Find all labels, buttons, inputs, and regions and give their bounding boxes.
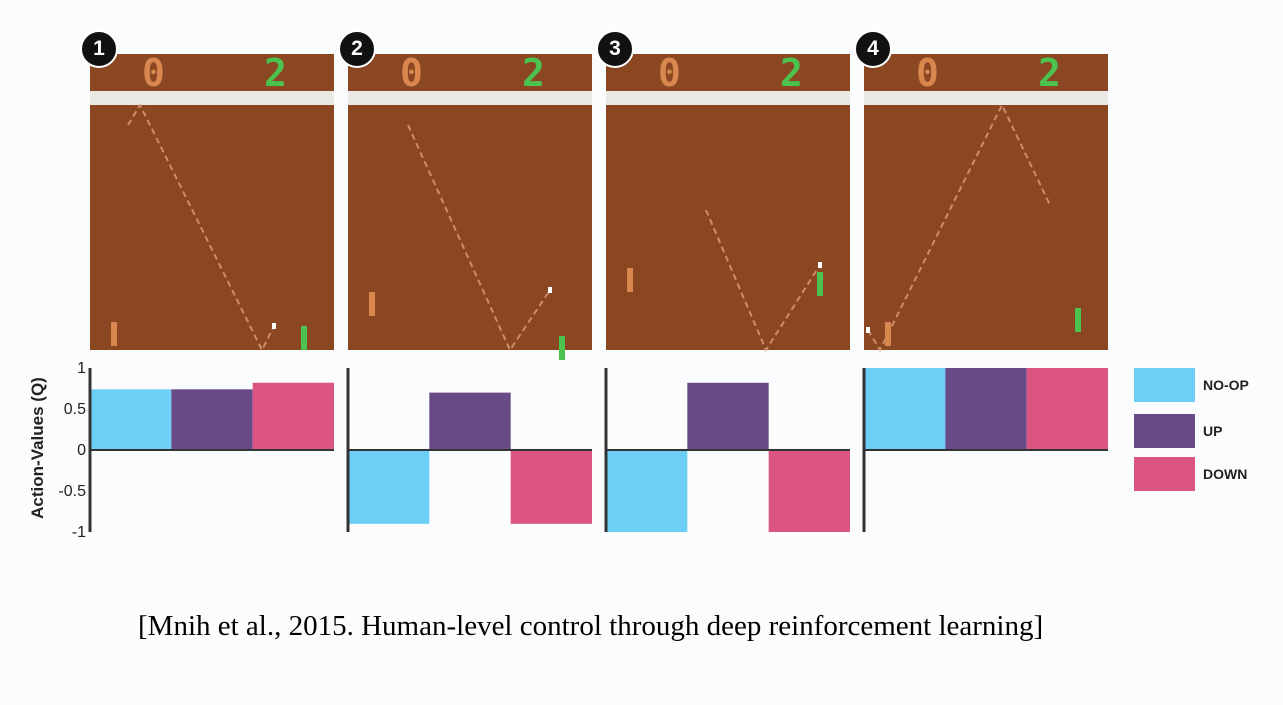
ball [818, 262, 822, 268]
bar-down [510, 450, 592, 524]
ball [866, 327, 870, 333]
score-right: 2 [264, 51, 287, 95]
citation: [Mnih et al., 2015. Human-level control … [138, 610, 1044, 642]
ball-trail [867, 102, 1051, 353]
y-tick: 1 [77, 360, 86, 377]
legend-swatch-up [1134, 414, 1195, 448]
bar-up [945, 368, 1027, 450]
pong-frame-4 [864, 54, 1108, 353]
y-tick: -1 [71, 524, 86, 541]
bar-no-op [864, 368, 946, 450]
score-left: 0 [916, 51, 939, 95]
legend-swatch-noop [1134, 368, 1195, 402]
bar-down [252, 382, 334, 450]
right-paddle [301, 326, 307, 350]
right-paddle [559, 336, 565, 360]
score-left: 0 [400, 51, 423, 95]
panel-badge: 4 [854, 30, 892, 68]
ball-trail [407, 124, 551, 353]
q-chart-3 [604, 368, 850, 532]
q-chart-2 [346, 368, 592, 532]
top-wall [864, 91, 1108, 105]
bar-up [429, 392, 511, 450]
score-right: 2 [780, 51, 803, 95]
score-right: 2 [522, 51, 545, 95]
bar-up [171, 389, 253, 450]
q-chart-4 [862, 368, 1108, 532]
bar-down [768, 450, 850, 532]
panel-badge: 2 [338, 30, 376, 68]
bar-up [687, 382, 769, 450]
legend-swatch-down [1134, 457, 1195, 491]
ball-trail [127, 102, 275, 353]
bar-no-op [606, 450, 688, 532]
score-left: 0 [142, 51, 165, 95]
right-paddle [817, 272, 823, 296]
panel-badge: 3 [596, 30, 634, 68]
legend-label-down: DOWN [1203, 466, 1248, 482]
left-paddle [627, 268, 633, 292]
top-wall [90, 91, 334, 105]
y-tick: -0.5 [58, 483, 86, 500]
score-right: 2 [1038, 51, 1061, 95]
left-paddle [885, 322, 891, 346]
pong-frames [90, 54, 1108, 360]
right-paddle [1075, 308, 1081, 332]
ball-trail [705, 209, 821, 353]
bar-no-op [348, 450, 430, 524]
panel-badge: 1 [80, 30, 118, 68]
q-chart-1 [88, 368, 334, 532]
pong-frame-2 [348, 54, 592, 360]
legend-label-up: UP [1203, 423, 1223, 439]
pong-frame-3 [606, 54, 850, 353]
bar-down [1026, 368, 1108, 450]
y-tick: 0 [77, 442, 86, 459]
y-tick: 0.5 [63, 401, 86, 418]
left-paddle [111, 322, 117, 346]
pong-frame-1 [90, 54, 334, 353]
top-wall [606, 91, 850, 105]
bar-no-op [90, 389, 172, 450]
left-paddle [369, 292, 375, 316]
ball [548, 287, 552, 293]
legend-label-noop: NO-OP [1203, 377, 1249, 393]
top-wall [348, 91, 592, 105]
ball [272, 323, 276, 329]
score-left: 0 [658, 51, 681, 95]
